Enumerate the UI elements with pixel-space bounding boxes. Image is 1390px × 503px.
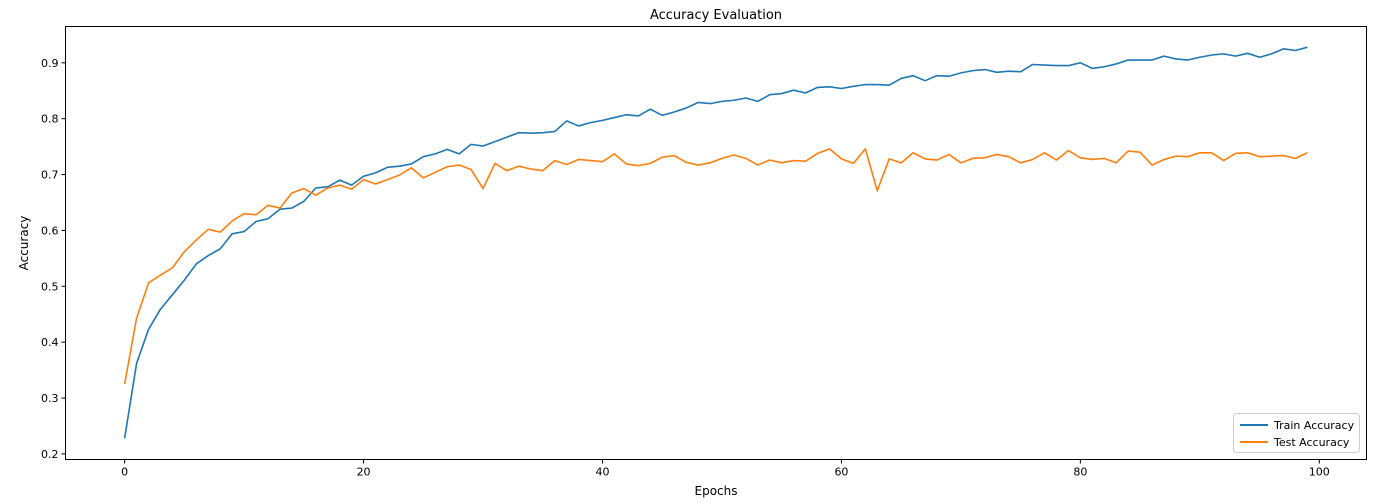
y-axis: 0.2 0.3 0.4 0.5 0.6 0.7 0.8 0.9 — [41, 57, 66, 461]
y-tick-label-2: 0.4 — [41, 336, 59, 349]
x-tick-label-1: 20 — [357, 466, 371, 479]
x-tick-label-0: 0 — [121, 466, 128, 479]
legend: Train Accuracy Test Accuracy — [1233, 413, 1360, 453]
y-tick-label-0: 0.2 — [41, 448, 59, 461]
plot-area: 0 20 40 60 80 100 0.2 0.3 0.4 0.5 0.6 0.7 0.8 0.9 — [41, 26, 1367, 479]
y-tick-label-3: 0.5 — [41, 280, 59, 293]
y-tick-label-7: 0.9 — [41, 57, 59, 70]
x-axis-label: Epochs — [695, 484, 738, 498]
x-tick-label-3: 60 — [834, 466, 848, 479]
y-tick-label-5: 0.7 — [41, 169, 59, 182]
legend-label-train: Train Accuracy — [1273, 419, 1355, 432]
series-line-test — [123, 148, 1308, 385]
legend-label-test: Test Accuracy — [1273, 436, 1350, 449]
axes-frame — [65, 26, 1367, 460]
x-tick-label-2: 40 — [596, 466, 610, 479]
y-tick-label-6: 0.8 — [41, 113, 59, 126]
series-line-train — [123, 46, 1308, 439]
x-tick-label-5: 100 — [1309, 466, 1330, 479]
x-axis: 0 20 40 60 80 100 — [121, 459, 1330, 479]
chart-title: Accuracy Evaluation — [650, 8, 782, 23]
x-tick-label-4: 80 — [1073, 466, 1087, 479]
series-lines — [123, 46, 1308, 439]
y-tick-label-1: 0.3 — [41, 392, 59, 405]
y-tick-label-4: 0.6 — [41, 224, 59, 237]
y-axis-label: Accuracy — [17, 216, 31, 271]
